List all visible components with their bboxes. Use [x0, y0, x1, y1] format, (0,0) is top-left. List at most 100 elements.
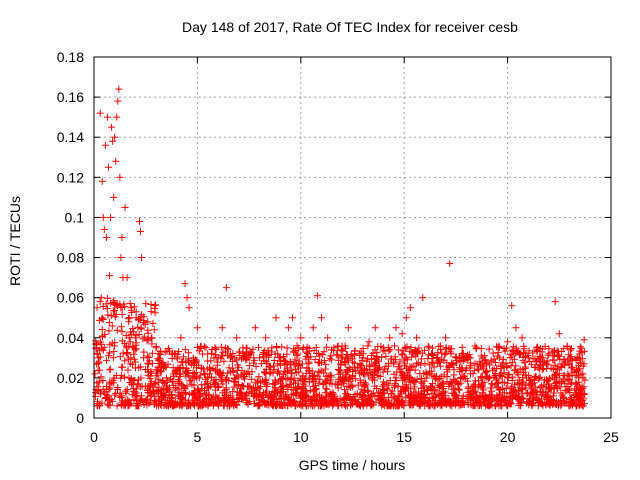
- noise-point: [556, 383, 564, 391]
- noise-point: [270, 356, 278, 364]
- data-point: [324, 334, 332, 342]
- noise-point: [321, 389, 329, 397]
- noise-point: [122, 387, 130, 395]
- noise-point: [212, 346, 220, 354]
- noise-point: [578, 348, 586, 356]
- noise-point: [458, 367, 466, 375]
- noise-point: [394, 402, 402, 410]
- data-point: [103, 113, 111, 121]
- noise-point: [489, 349, 497, 357]
- noise-point: [418, 392, 426, 400]
- noise-point: [375, 395, 383, 403]
- noise-point: [323, 385, 331, 393]
- noise-point: [334, 398, 342, 406]
- noise-point: [505, 371, 513, 379]
- noise-point: [390, 342, 398, 350]
- data-point: [135, 217, 143, 225]
- noise-point: [550, 389, 558, 397]
- noise-point: [401, 383, 409, 391]
- noise-point: [567, 364, 575, 372]
- noise-point: [554, 351, 562, 359]
- noise-point: [387, 390, 395, 398]
- noise-point: [311, 356, 319, 364]
- noise-point: [287, 391, 295, 399]
- noise-point: [157, 401, 165, 409]
- noise-point: [485, 402, 493, 410]
- noise-point: [561, 361, 569, 369]
- noise-point: [410, 383, 418, 391]
- noise-point: [573, 392, 581, 400]
- noise-point: [179, 389, 187, 397]
- noise-point: [278, 343, 286, 351]
- noise-point: [507, 400, 515, 408]
- noise-point: [402, 364, 410, 372]
- noise-point: [99, 377, 107, 385]
- noise-point: [462, 394, 470, 402]
- noise-point: [302, 387, 310, 395]
- noise-point: [262, 380, 270, 388]
- noise-point: [396, 358, 404, 366]
- noise-point: [526, 357, 534, 365]
- noise-point: [455, 402, 463, 410]
- noise-point: [457, 365, 465, 373]
- noise-point: [373, 367, 381, 375]
- noise-point: [549, 365, 557, 373]
- noise-point: [359, 345, 367, 353]
- noise-point: [304, 354, 312, 362]
- noise-point: [206, 364, 214, 372]
- noise-point: [162, 399, 170, 407]
- noise-point: [262, 376, 270, 384]
- noise-point: [290, 397, 298, 405]
- noise-point: [351, 359, 359, 367]
- noise-point: [116, 353, 124, 361]
- noise-point: [117, 374, 125, 382]
- noise-point: [272, 396, 280, 404]
- noise-point: [221, 344, 229, 352]
- noise-point: [222, 396, 230, 404]
- noise-point: [117, 400, 125, 408]
- noise-point: [259, 353, 267, 361]
- noise-point: [430, 363, 438, 371]
- noise-point: [234, 361, 242, 369]
- data-point: [121, 203, 129, 211]
- noise-point: [286, 359, 294, 367]
- noise-point: [281, 395, 289, 403]
- data-point: [446, 260, 454, 268]
- noise-point: [357, 390, 365, 398]
- noise-point: [545, 375, 553, 383]
- noise-point: [111, 391, 119, 399]
- noise-point: [239, 383, 247, 391]
- noise-point: [536, 352, 544, 360]
- noise-point: [568, 371, 576, 379]
- noise-point: [525, 347, 533, 355]
- noise-point: [105, 396, 113, 404]
- noise-point: [572, 355, 580, 363]
- noise-point: [104, 294, 112, 302]
- y-tick-label: 0.16: [57, 89, 84, 105]
- noise-point: [529, 349, 537, 357]
- noise-point: [112, 390, 120, 398]
- noise-point: [283, 344, 291, 352]
- data-point: [181, 280, 189, 288]
- noise-point: [125, 342, 133, 350]
- noise-point: [116, 300, 124, 308]
- noise-point: [91, 389, 99, 397]
- noise-point: [320, 369, 328, 377]
- noise-point: [500, 389, 508, 397]
- noise-point: [99, 315, 107, 323]
- noise-point: [283, 350, 291, 358]
- axis-ticks: [93, 56, 612, 419]
- noise-point: [253, 377, 261, 385]
- noise-point: [190, 374, 198, 382]
- noise-point: [140, 319, 148, 327]
- noise-point: [189, 391, 197, 399]
- noise-point: [279, 382, 287, 390]
- noise-point: [519, 395, 527, 403]
- noise-point: [132, 341, 140, 349]
- noise-point: [317, 358, 325, 366]
- noise-point: [379, 378, 387, 386]
- noise-point: [175, 348, 183, 356]
- noise-point: [566, 346, 574, 354]
- noise-point: [448, 389, 456, 397]
- noise-point: [527, 380, 535, 388]
